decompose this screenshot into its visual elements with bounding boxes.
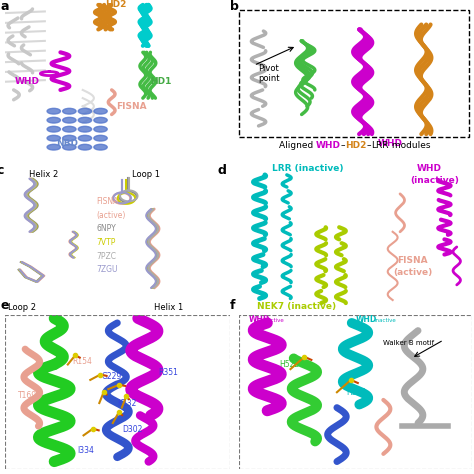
Text: WHD: WHD <box>249 316 270 324</box>
Text: Loop 1: Loop 1 <box>132 170 161 179</box>
Text: HD2: HD2 <box>105 0 127 9</box>
Ellipse shape <box>78 109 91 114</box>
Text: 7PZC: 7PZC <box>96 252 116 261</box>
Text: K232: K232 <box>117 399 137 408</box>
Text: e: e <box>0 299 9 312</box>
Ellipse shape <box>47 109 61 114</box>
Ellipse shape <box>94 127 107 132</box>
Text: D302: D302 <box>122 425 142 434</box>
Ellipse shape <box>63 127 76 132</box>
Text: NEK7 (inactive): NEK7 (inactive) <box>257 301 336 310</box>
Text: –: – <box>366 141 371 150</box>
Text: Walker B motif: Walker B motif <box>383 340 435 346</box>
Text: LRR: LRR <box>371 141 389 150</box>
Text: Pivot
point: Pivot point <box>259 64 280 83</box>
Text: LRR (inactive): LRR (inactive) <box>272 164 343 173</box>
Ellipse shape <box>63 144 76 150</box>
Text: R154: R154 <box>72 357 92 366</box>
Text: modules: modules <box>389 141 430 150</box>
Text: Loop 2: Loop 2 <box>8 303 36 312</box>
Ellipse shape <box>47 127 61 132</box>
Text: NBD: NBD <box>56 139 78 148</box>
Text: HD2: HD2 <box>345 141 366 150</box>
Text: R351: R351 <box>158 368 178 377</box>
Text: a: a <box>0 0 9 13</box>
Ellipse shape <box>78 135 91 141</box>
Text: T169: T169 <box>18 391 37 400</box>
Ellipse shape <box>94 109 107 114</box>
Text: Helix 2: Helix 2 <box>29 170 59 179</box>
Ellipse shape <box>94 144 107 150</box>
Ellipse shape <box>47 144 61 150</box>
Text: WHD: WHD <box>356 316 377 324</box>
Text: –: – <box>341 141 345 150</box>
Text: Aligned: Aligned <box>279 141 316 150</box>
Text: f: f <box>230 299 236 312</box>
Text: 7VTP: 7VTP <box>96 238 116 247</box>
Text: I334: I334 <box>77 447 94 455</box>
Text: Helix 1: Helix 1 <box>154 303 183 312</box>
Text: b: b <box>230 0 239 13</box>
Text: G229: G229 <box>101 373 122 381</box>
Text: FISNA: FISNA <box>117 102 147 111</box>
Ellipse shape <box>94 135 107 141</box>
Ellipse shape <box>63 109 76 114</box>
Text: (active): (active) <box>96 210 126 219</box>
Text: WHD: WHD <box>378 139 403 148</box>
Text: HD1: HD1 <box>150 77 172 86</box>
Text: H522: H522 <box>279 360 299 369</box>
Bar <box>239 10 469 137</box>
Ellipse shape <box>94 118 107 123</box>
Ellipse shape <box>63 135 76 141</box>
Text: 7ZGU: 7ZGU <box>96 265 118 274</box>
Ellipse shape <box>78 118 91 123</box>
Text: WHD: WHD <box>316 141 341 150</box>
Text: active: active <box>267 318 284 323</box>
Text: d: d <box>218 164 227 176</box>
Text: H522: H522 <box>346 388 366 397</box>
Text: FISNA: FISNA <box>96 197 118 206</box>
Text: FISNA: FISNA <box>397 256 428 265</box>
Text: 6NPY: 6NPY <box>96 224 116 233</box>
Ellipse shape <box>47 135 61 141</box>
Text: (inactive): (inactive) <box>410 176 459 185</box>
Ellipse shape <box>78 144 91 150</box>
Ellipse shape <box>63 118 76 123</box>
Ellipse shape <box>78 127 91 132</box>
Text: WHD: WHD <box>417 164 442 173</box>
Text: c: c <box>0 164 3 176</box>
Text: (active): (active) <box>393 268 432 277</box>
Text: inactive: inactive <box>374 318 396 323</box>
Text: WHD: WHD <box>15 77 39 86</box>
Ellipse shape <box>47 118 61 123</box>
